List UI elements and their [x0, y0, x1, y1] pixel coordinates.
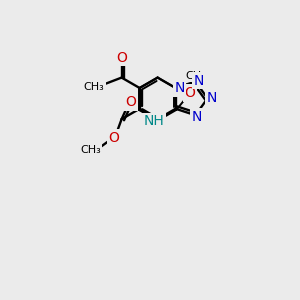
Text: O: O [125, 95, 136, 109]
Text: NH: NH [143, 115, 164, 128]
Text: CH₃: CH₃ [83, 82, 104, 92]
Text: O: O [185, 86, 196, 100]
Text: O: O [116, 51, 127, 64]
Text: N: N [206, 92, 217, 105]
Text: N: N [194, 74, 204, 88]
Text: N: N [192, 110, 202, 124]
Text: CH₃: CH₃ [80, 145, 101, 155]
Text: CH₃: CH₃ [185, 71, 206, 81]
Text: O: O [109, 130, 119, 145]
Text: N: N [174, 81, 184, 95]
